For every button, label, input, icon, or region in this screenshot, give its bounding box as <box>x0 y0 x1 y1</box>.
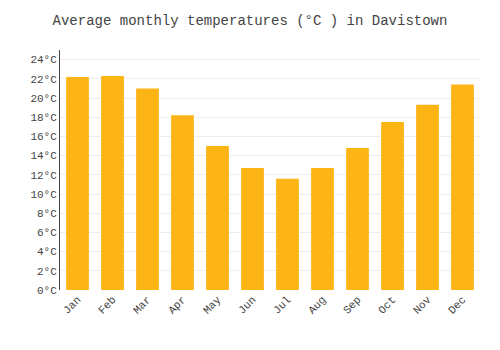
svg-text:4°C: 4°C <box>37 246 57 258</box>
svg-text:8°C: 8°C <box>37 208 57 220</box>
svg-text:Sep: Sep <box>341 294 363 316</box>
svg-text:20°C: 20°C <box>30 93 57 105</box>
svg-text:16°C: 16°C <box>30 131 57 143</box>
svg-text:Jun: Jun <box>236 294 258 316</box>
svg-text:24°C: 24°C <box>30 54 57 66</box>
svg-text:Jul: Jul <box>271 294 293 316</box>
svg-text:Mar: Mar <box>131 294 153 316</box>
svg-text:14°C: 14°C <box>30 150 57 162</box>
svg-text:Oct: Oct <box>376 294 398 316</box>
svg-text:Aug: Aug <box>306 294 328 316</box>
svg-text:Apr: Apr <box>166 294 188 316</box>
svg-text:Nov: Nov <box>411 294 434 317</box>
svg-text:10°C: 10°C <box>30 189 57 201</box>
svg-text:Feb: Feb <box>96 294 118 316</box>
svg-text:Jan: Jan <box>61 294 83 316</box>
svg-text:2°C: 2°C <box>37 266 57 278</box>
svg-text:Dec: Dec <box>446 294 468 316</box>
svg-text:6°C: 6°C <box>37 227 57 239</box>
svg-text:Average monthly temperatures (: Average monthly temperatures (°C ) in Da… <box>53 13 448 29</box>
svg-text:22°C: 22°C <box>30 74 57 86</box>
svg-text:18°C: 18°C <box>30 112 57 124</box>
svg-text:12°C: 12°C <box>30 170 57 182</box>
svg-text:0°C: 0°C <box>37 285 57 297</box>
svg-text:May: May <box>201 294 224 317</box>
